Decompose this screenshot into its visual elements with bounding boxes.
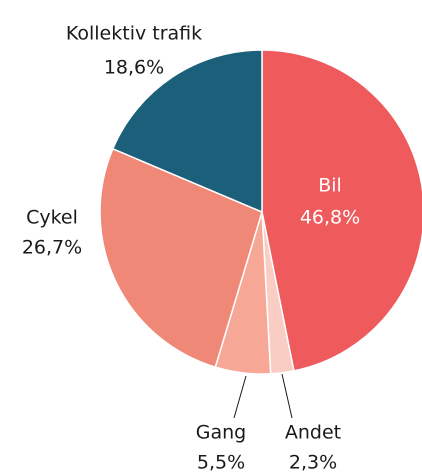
slice-value-label: 18,6% <box>104 57 164 79</box>
pie-slice <box>111 49 263 214</box>
slice-value-label: 26,7% <box>22 237 82 259</box>
slice-label: Gang <box>196 422 246 444</box>
leader-line <box>233 375 247 419</box>
slice-label: Andet <box>285 422 341 444</box>
leader-line <box>281 373 293 419</box>
slice-value-label: 2,3% <box>289 452 337 472</box>
slice-label: Bil <box>318 175 342 197</box>
slice-value-label: 5,5% <box>197 452 245 472</box>
pie-slice <box>261 49 422 372</box>
pie-slice <box>99 147 263 369</box>
slice-label: Cykel <box>26 207 78 229</box>
slice-label: Kollektiv trafik <box>66 23 202 45</box>
slice-value-label: 46,8% <box>300 207 360 229</box>
